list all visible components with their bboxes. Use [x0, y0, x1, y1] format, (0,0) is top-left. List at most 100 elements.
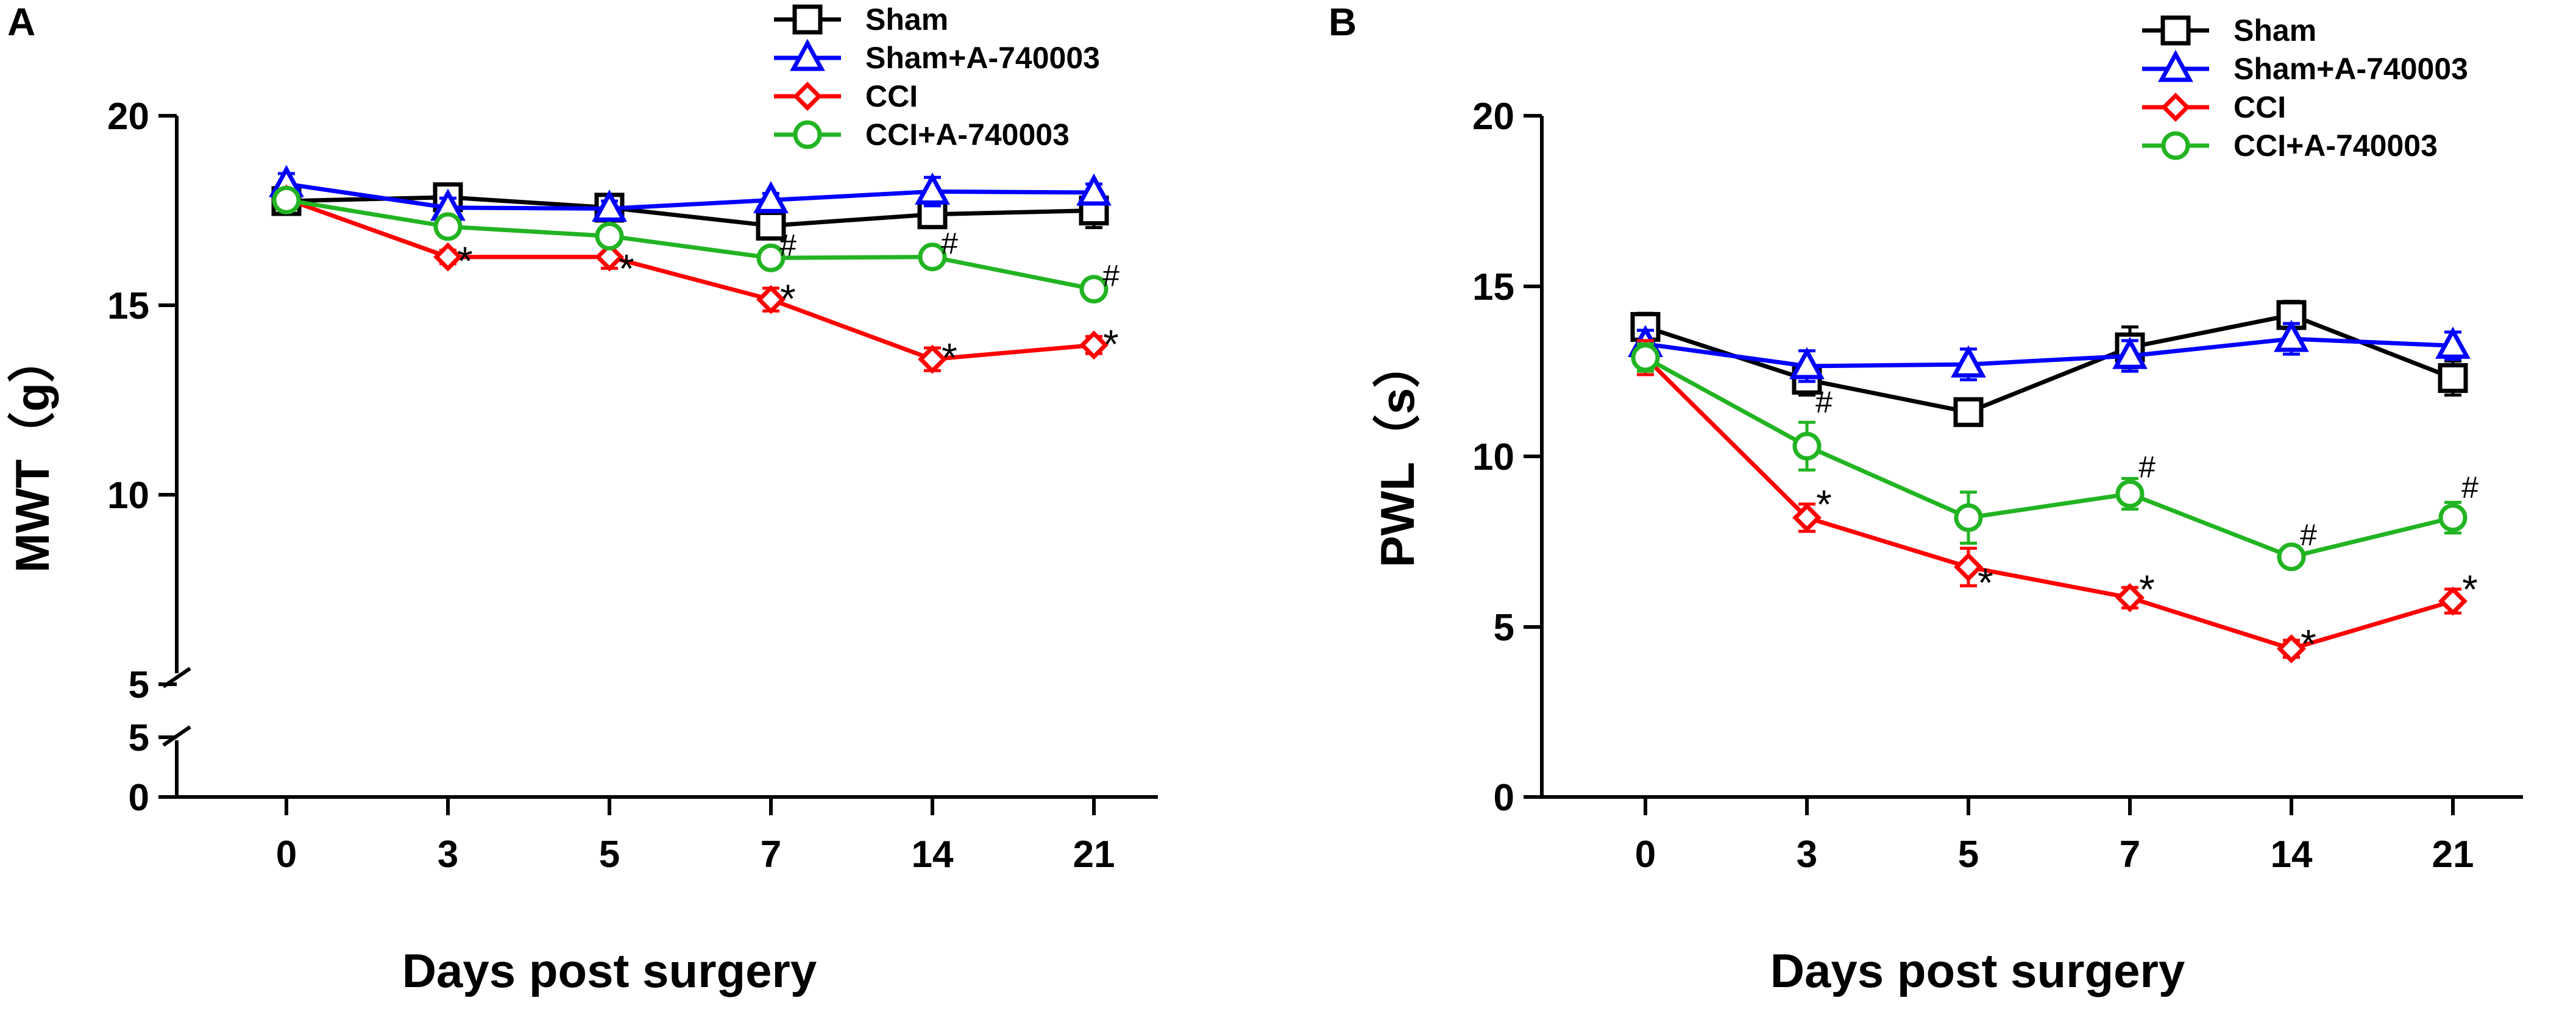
panel-a-series-cci-a-740003-point: [272, 185, 301, 214]
panel-b-legend-item-marker: [2158, 49, 2193, 82]
panel-b-significance-hash: #: [1815, 385, 1833, 419]
panel-b-series-cci-a-740003-point: [2277, 542, 2306, 572]
panel-b-legend-item: CCI+A-740003: [2142, 129, 2438, 163]
panel-b-series-cci-point: [2115, 583, 2145, 612]
panel-b-significance-hash: #: [2300, 518, 2317, 552]
panel-a-legend-item-label: Sham: [865, 2, 948, 37]
panel-b-y-tick-label: 0: [1494, 777, 1514, 819]
panel-a-y-tick-label: 15: [107, 285, 149, 327]
panel-a-legend-item-label: CCI+A-740003: [865, 118, 1070, 152]
panel-b-series-cci-a-740003-point: [1792, 431, 1822, 461]
panel-a-series-sham-a-740003-point: [915, 172, 950, 205]
panel-b-series-cci-a-740003-line: [1644, 355, 2454, 559]
panel-b-legend-item: CCI: [2142, 90, 2286, 124]
panel-a-x-tick-label: 5: [599, 834, 620, 876]
panel-b-x-tick-label: 14: [2271, 834, 2313, 876]
panel-a-legend-item-marker: [792, 4, 823, 35]
panel-b-series-sham-a-740003-point: [2435, 327, 2471, 359]
panel-a-significance-star: *: [780, 276, 796, 321]
panel-a-series-cci-line: [285, 197, 1095, 362]
panel-a-legend-item: CCI+A-740003: [774, 118, 1070, 152]
panel-b-y-tick-label: 20: [1472, 96, 1514, 138]
panel-a-series-cci-a-740003-point: [433, 212, 463, 241]
panel-b-y-tick-label: 10: [1472, 436, 1514, 478]
panel-a-series-sham-a-740003-point: [592, 189, 627, 222]
panel-b-series-cci-a-740003: [1631, 342, 2468, 572]
panel-b-series-cci-point: [1954, 552, 1983, 582]
panel-a-series-cci-a-740003-point: [756, 243, 786, 272]
panel-b-series-sham-a-740003: [1628, 319, 2471, 383]
panel-a-series-cci-a-740003-point: [1079, 275, 1109, 304]
panel-a-legend-item-marker: [790, 38, 825, 71]
panel-b-series-sham-point: [1953, 397, 1984, 427]
panel-b-x-tick-label: 21: [2432, 834, 2474, 876]
panel-b-x-tick-label: 3: [1797, 834, 1817, 876]
panel-b-series-cci-a-740003-point: [1954, 503, 1983, 533]
panel-b-series-sham-a-740003-point: [1789, 347, 1825, 380]
panel-a-legend-item-marker: [793, 82, 822, 111]
panel-b-significance-star: *: [1816, 481, 1832, 526]
panel-a-x-tick-label: 14: [912, 834, 954, 876]
panel-b-series-sham-a-740003-point: [2274, 319, 2309, 352]
panel-a-legend-item-label: Sham+A-740003: [865, 41, 1100, 75]
panel-a-x-tick-label: 21: [1073, 834, 1115, 876]
panel-b-significance-hash: #: [2461, 470, 2478, 505]
panel-b-series-cci: [1631, 339, 2468, 664]
panel-a-x-tick-label: 7: [761, 834, 781, 876]
panel-b-significance-hash: #: [2138, 450, 2156, 484]
panel-b-series-cci-point: [2438, 586, 2468, 616]
panel-b-series-sham-point: [2438, 363, 2468, 393]
panel-b-series-cci-a-740003-point: [2438, 503, 2468, 533]
panel-a-significance-star: *: [942, 335, 957, 380]
panel-b-series-cci-line: [1644, 356, 2454, 651]
panel-b-series-sham-line: [1644, 313, 2454, 414]
panel-a-y-tick-label: 5: [129, 717, 149, 759]
panel-a-significance-hash: #: [1102, 258, 1119, 292]
panel-a-significance-star: *: [1103, 322, 1119, 367]
panel-a-series-sham-a-740003-point: [1076, 173, 1112, 206]
panel-a-series-cci-a-740003: [272, 185, 1109, 304]
panel-a-series-cci-a-740003-line: [286, 197, 1095, 291]
panel-a-ylabel: MWT（g）: [5, 335, 59, 573]
panel-b-legend-item-marker: [2160, 15, 2191, 46]
panel-b-legend-item-label: Sham: [2234, 13, 2316, 48]
panel-a-series-sham-a-740003-point: [753, 181, 789, 213]
panel-a-significance-star: *: [619, 246, 634, 291]
panel-a-legend-item-marker: [793, 120, 822, 149]
panel-b-series-cci-point: [1792, 503, 1822, 533]
panel-b-series-cci-a-740003-point: [1631, 343, 1660, 372]
panel-a-y-tick-label: 20: [107, 96, 149, 138]
panel-a-series-sham-a-740003: [269, 165, 1112, 222]
panel-a-legend-item-label: CCI: [865, 79, 918, 113]
panel-a-y-tick-label: 0: [129, 777, 149, 819]
panel-b-y-tick-label: 5: [1494, 607, 1514, 649]
panel-b-legend-item-label: CCI+A-740003: [2234, 129, 2438, 163]
panel-b-significance-star: *: [2462, 567, 2478, 612]
panel-a-legend-item: CCI: [774, 79, 918, 113]
panel-a-series-sham-point: [756, 210, 786, 241]
panel-b-series-sham-a-740003-line: [1645, 336, 2454, 369]
panel-b-x-tick-label: 0: [1635, 834, 1656, 876]
panel-b-x-tick-label: 7: [2120, 834, 2140, 876]
panel-b-significance-star: *: [2139, 567, 2155, 612]
panel-b-legend-item-marker: [2161, 93, 2190, 122]
panel-b-series-sham: [1630, 300, 2468, 427]
panel-b-legend-item-label: CCI: [2234, 90, 2286, 124]
panel-b-ylabel: PWL（s）: [1371, 341, 1424, 568]
panel-a-significance-hash: #: [779, 228, 797, 263]
panel-b-y-tick-label: 15: [1472, 266, 1514, 308]
panel-a-letter: A: [7, 0, 35, 44]
panel-a-series-cci-point: [1079, 330, 1109, 360]
panel-b-legend-item-marker: [2161, 131, 2190, 160]
panel-a-xlabel: Days post surgery: [402, 944, 817, 997]
panel-a-series-sham-a-740003-line: [286, 182, 1095, 211]
panel-a-series-cci-point: [433, 242, 463, 272]
panel-b-xlabel: Days post surgery: [1770, 944, 2185, 997]
panel-b-series-cci-point: [2277, 634, 2306, 664]
panel-b-series-cci-a-740003-point: [2115, 479, 2145, 508]
panel-a-series-sham-line: [286, 195, 1095, 228]
panel-a-significance-star: *: [457, 238, 473, 283]
panel-a-x-tick-label: 0: [276, 834, 297, 876]
panel-b-series-sham-a-740003-point: [1951, 345, 1986, 378]
